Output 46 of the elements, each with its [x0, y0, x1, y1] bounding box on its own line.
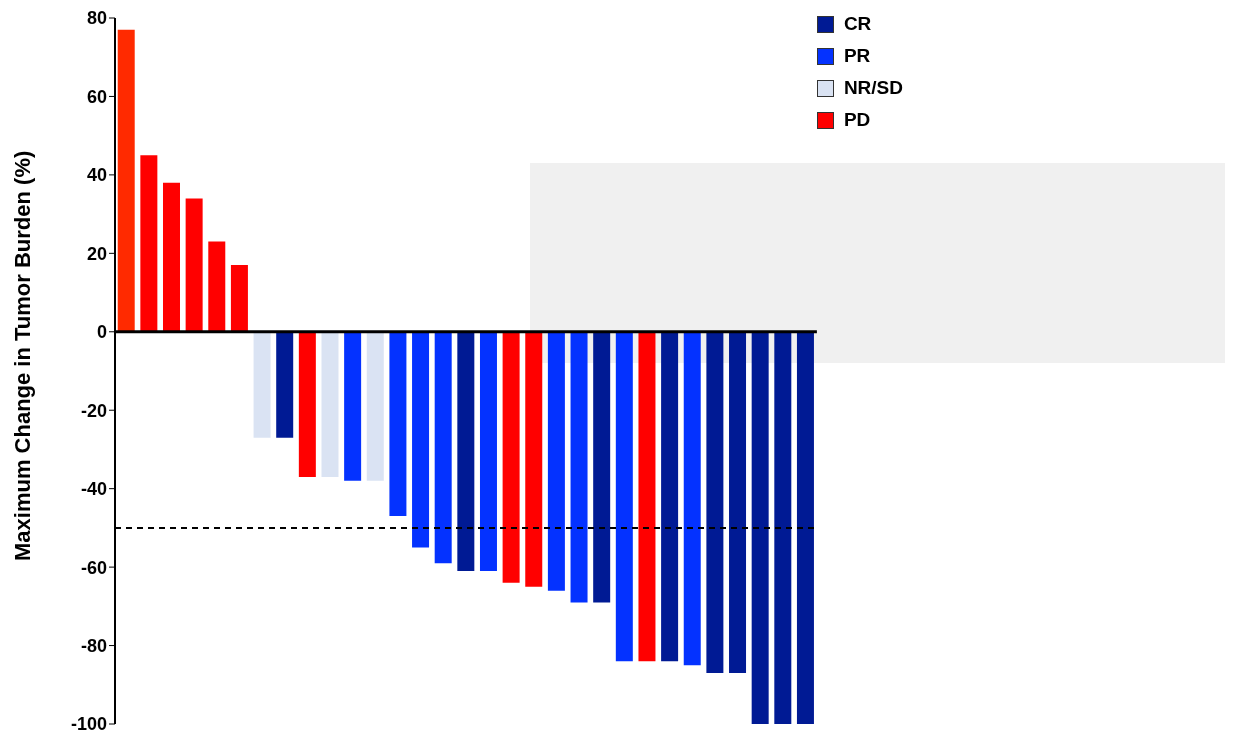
bar — [298, 331, 316, 477]
bar — [185, 198, 203, 332]
y-tick-label: 80 — [86, 8, 107, 29]
bar — [774, 331, 792, 724]
bar — [683, 331, 701, 666]
bar — [593, 331, 611, 603]
bar — [706, 331, 724, 674]
y-axis-title: Maximum Change in Tumor Burden (%) — [9, 150, 35, 561]
bar — [366, 331, 384, 481]
bar — [615, 331, 633, 662]
bar — [570, 331, 588, 603]
bar — [389, 331, 407, 517]
bar — [276, 331, 294, 438]
y-tick-label: -20 — [80, 400, 107, 421]
legend-label: PD — [843, 109, 871, 131]
bar — [751, 331, 769, 724]
bar — [163, 182, 180, 332]
bar — [344, 331, 362, 481]
y-tick-label: -60 — [80, 557, 107, 578]
bar — [525, 331, 543, 587]
bar — [729, 331, 747, 674]
bar — [208, 241, 226, 332]
bar — [502, 331, 520, 583]
y-tick-label: -100 — [70, 714, 107, 735]
bar — [796, 331, 814, 724]
y-tick-label: 20 — [86, 243, 107, 264]
legend-label: NR/SD — [843, 77, 903, 99]
bar — [230, 265, 248, 332]
y-tick-label: 0 — [96, 322, 107, 343]
bar — [457, 331, 475, 572]
bar — [661, 331, 679, 662]
bar — [140, 155, 158, 332]
bar — [117, 29, 135, 332]
bar — [638, 331, 656, 662]
legend-label: CR — [843, 13, 872, 35]
y-tick-label: 40 — [86, 165, 107, 186]
legend-label: PR — [843, 45, 871, 67]
bar — [253, 331, 271, 438]
y-tick-label: -80 — [80, 635, 107, 656]
y-tick-label: 60 — [86, 86, 107, 107]
bar — [434, 331, 452, 564]
bar — [412, 331, 430, 548]
bar — [321, 331, 339, 477]
y-tick-label: -40 — [80, 479, 107, 500]
bar — [547, 331, 565, 591]
bar — [479, 331, 497, 572]
